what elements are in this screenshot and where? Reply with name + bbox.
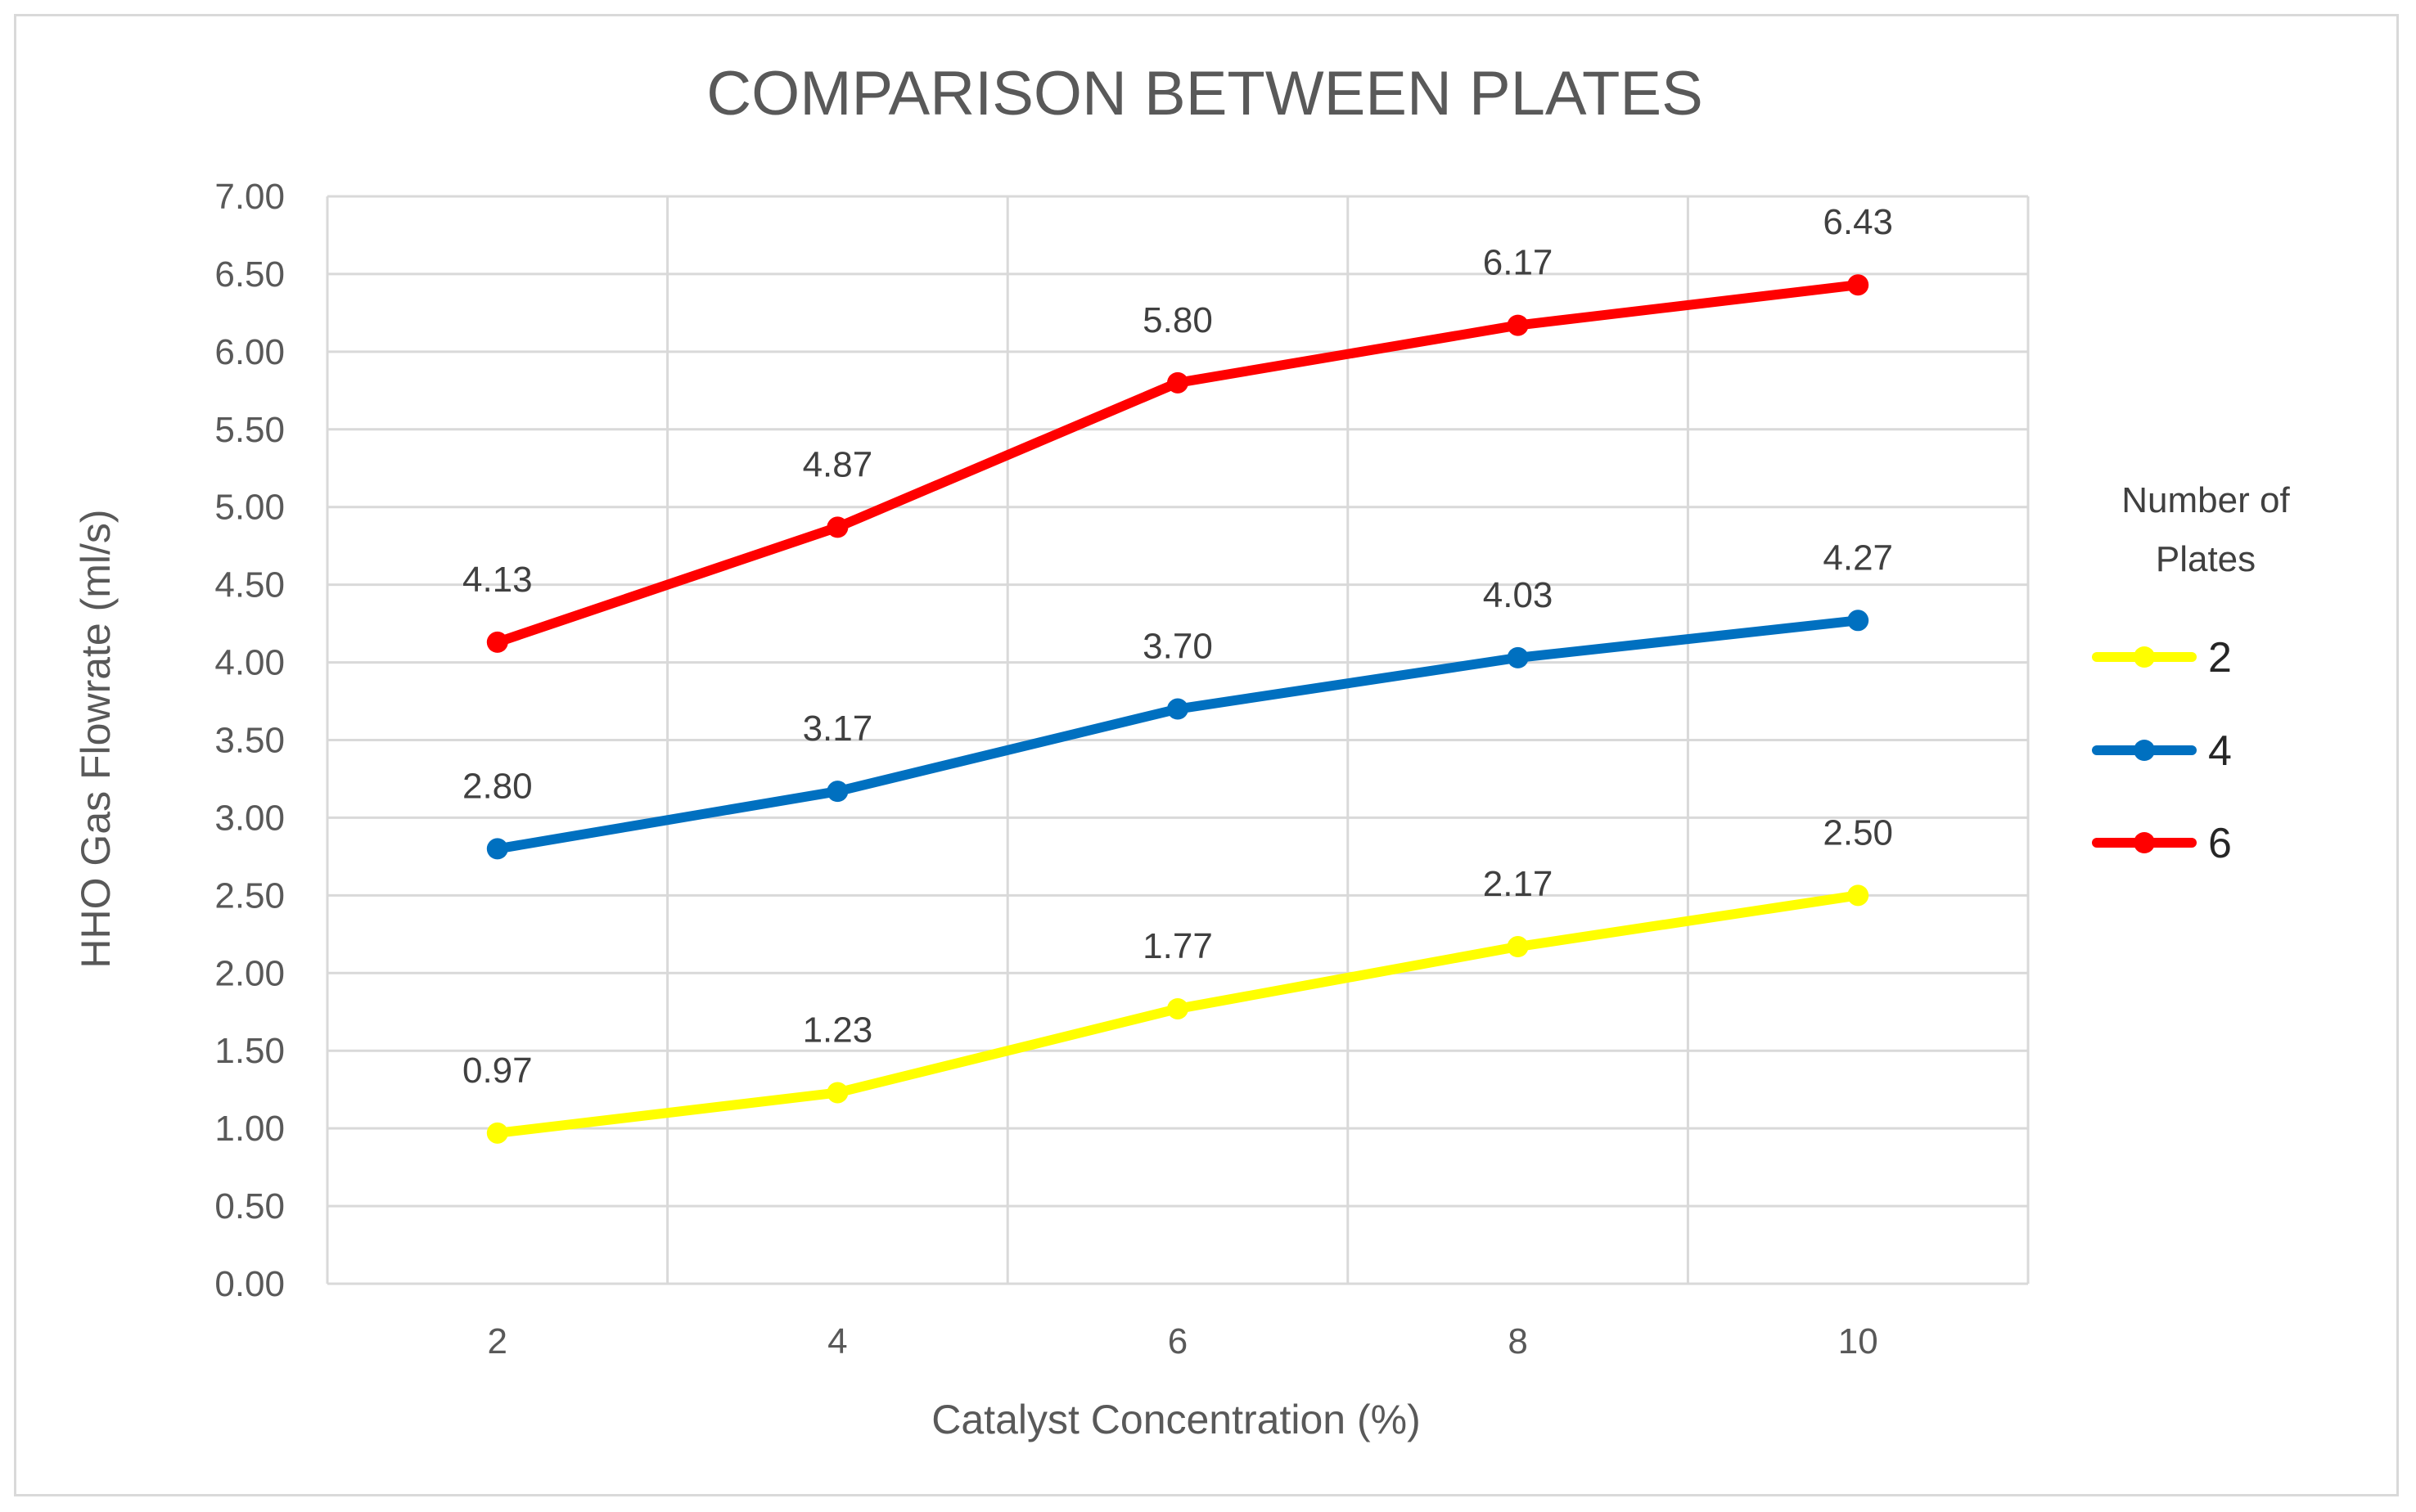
data-label-2: 2.17 bbox=[1483, 864, 1553, 904]
data-point-2 bbox=[1507, 936, 1529, 958]
y-tick-label: 7.00 bbox=[214, 177, 285, 217]
data-label-2: 0.97 bbox=[462, 1051, 533, 1091]
x-axis-ticks: 2 4 6 8 10 bbox=[488, 1321, 1878, 1361]
x-tick-label: 2 bbox=[488, 1321, 507, 1361]
legend-title-line1: Number of bbox=[2121, 480, 2290, 520]
legend-marker-2 bbox=[2134, 646, 2155, 668]
legend-label-6: 6 bbox=[2208, 820, 2232, 867]
data-point-6 bbox=[827, 516, 849, 538]
y-tick-label: 2.50 bbox=[214, 875, 285, 916]
legend-label-2: 2 bbox=[2208, 634, 2232, 682]
data-point-2 bbox=[1167, 997, 1188, 1019]
chart-title: COMPARISON BETWEEN PLATES bbox=[706, 59, 1703, 128]
data-label-2: 2.50 bbox=[1823, 812, 1893, 853]
y-tick-label: 6.00 bbox=[214, 332, 285, 372]
data-point-6 bbox=[1167, 371, 1188, 394]
y-tick-label: 3.50 bbox=[214, 721, 285, 761]
data-label-4: 4.03 bbox=[1483, 575, 1553, 615]
legend-items: 2 4 6 bbox=[2092, 634, 2232, 867]
data-point-6 bbox=[1507, 314, 1529, 336]
y-tick-label: 0.50 bbox=[214, 1186, 285, 1226]
y-axis-title: HHO Gas Flowrate (ml/s) bbox=[73, 509, 119, 968]
data-label-6: 6.17 bbox=[1483, 243, 1553, 283]
legend-title-line2: Plates bbox=[2156, 539, 2256, 579]
x-tick-label: 6 bbox=[1168, 1321, 1188, 1361]
gridlines bbox=[326, 195, 2030, 1285]
data-label-4: 3.70 bbox=[1143, 627, 1213, 667]
data-point-2 bbox=[827, 1082, 849, 1104]
y-tick-label: 1.00 bbox=[214, 1109, 285, 1149]
data-label-2: 1.77 bbox=[1143, 926, 1213, 966]
legend: Number of Plates 2 4 6 bbox=[2092, 480, 2290, 867]
y-tick-label: 2.00 bbox=[214, 953, 285, 993]
data-point-4 bbox=[486, 838, 508, 860]
y-tick-label: 0.00 bbox=[214, 1264, 285, 1304]
chart-frame bbox=[14, 14, 2399, 1496]
data-label-4: 4.27 bbox=[1823, 538, 1893, 578]
y-tick-label: 5.50 bbox=[214, 410, 285, 450]
legend-label-4: 4 bbox=[2208, 727, 2232, 775]
data-point-4 bbox=[1507, 646, 1529, 668]
legend-marker-6 bbox=[2134, 832, 2155, 853]
y-tick-label: 5.00 bbox=[214, 488, 285, 528]
x-tick-label: 10 bbox=[1838, 1321, 1878, 1361]
data-label-2: 1.23 bbox=[803, 1010, 873, 1050]
data-point-6 bbox=[486, 631, 508, 653]
y-axis-ticks: 0.00 0.50 1.00 1.50 2.00 2.50 3.00 3.50 4.00 4.50… bbox=[214, 177, 285, 1304]
data-point-2 bbox=[486, 1122, 508, 1144]
x-tick-label: 8 bbox=[1508, 1321, 1527, 1361]
data-point-2 bbox=[1847, 884, 1869, 907]
data-label-4: 2.80 bbox=[462, 766, 533, 806]
x-tick-label: 4 bbox=[827, 1321, 847, 1361]
data-label-6: 4.87 bbox=[803, 444, 873, 484]
data-label-6: 5.80 bbox=[1143, 300, 1213, 340]
data-label-4: 3.17 bbox=[803, 709, 873, 749]
series-lines bbox=[486, 274, 1869, 1144]
data-point-4 bbox=[827, 781, 849, 803]
y-tick-label: 4.50 bbox=[214, 565, 285, 605]
data-point-6 bbox=[1847, 274, 1869, 296]
data-point-4 bbox=[1847, 610, 1869, 632]
legend-marker-4 bbox=[2134, 740, 2155, 761]
data-point-4 bbox=[1167, 698, 1188, 720]
y-tick-label: 3.00 bbox=[214, 798, 285, 838]
data-label-6: 6.43 bbox=[1823, 202, 1893, 242]
y-tick-label: 4.00 bbox=[214, 643, 285, 683]
y-tick-label: 6.50 bbox=[214, 254, 285, 295]
y-tick-label: 1.50 bbox=[214, 1031, 285, 1071]
data-label-6: 4.13 bbox=[462, 560, 533, 600]
x-axis-title: Catalyst Concentration (%) bbox=[931, 1397, 1420, 1442]
data-labels: 0.97 1.23 1.77 2.17 2.50 2.80 3.17 3.70 4.03 4.27… bbox=[462, 202, 1893, 1091]
